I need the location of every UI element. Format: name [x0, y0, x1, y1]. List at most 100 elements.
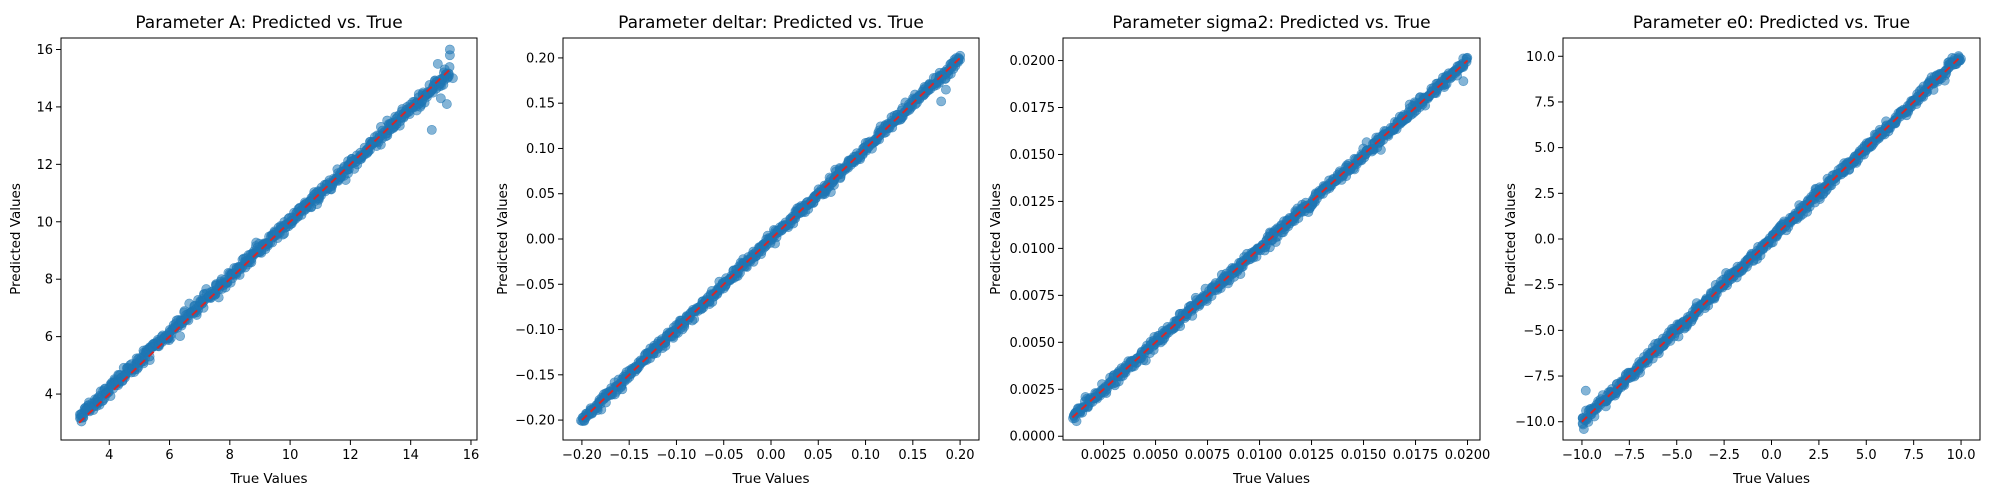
x-tick-label: 10: [282, 448, 299, 463]
x-tick-label: 12: [342, 448, 359, 463]
y-axis-label: Predicted Values: [988, 183, 1004, 295]
y-tick-label: −5.0: [1523, 324, 1555, 339]
y-tick-label: 8: [45, 273, 53, 288]
scatter-point-outlier: [435, 93, 446, 104]
x-tick-label: 14: [402, 448, 419, 463]
scatter-point: [1175, 321, 1186, 332]
x-tick-label: −0.15: [609, 448, 649, 463]
y-axis-label: Predicted Values: [8, 183, 24, 295]
y-tick-label: 0.20: [526, 51, 555, 66]
y-tick-label: 0.0150: [1010, 148, 1056, 163]
y-axis-label: Predicted Values: [495, 183, 511, 295]
y-tick-label: 16: [36, 43, 53, 58]
y-tick-label: 0.10: [526, 142, 555, 157]
x-tick-label: −2.5: [1708, 448, 1740, 463]
scatter-point: [1461, 53, 1472, 64]
scatter-point: [955, 50, 965, 61]
x-tick-label: 8: [226, 448, 234, 463]
x-tick-label: 10.0: [1947, 448, 1976, 463]
scatter-series: [74, 44, 458, 427]
y-tick-label: 14: [36, 100, 53, 115]
x-tick-label: 0.0100: [1237, 448, 1283, 463]
x-tick-label: 0.0150: [1341, 448, 1387, 463]
chart-panel-1: Parameter A: Predicted vs. True 4 6 8 10 12 14…: [8, 13, 479, 487]
chart-panel-4: Parameter e0: Predicted vs. True −10.0 −7.…: [1503, 13, 1981, 487]
x-tick-label: 0.0075: [1185, 448, 1231, 463]
y-tick-label: 0.0: [1534, 233, 1555, 248]
scatter-point-outlier: [1580, 385, 1591, 396]
x-tick-label: −7.5: [1614, 448, 1646, 463]
ideal-line: [1581, 55, 1962, 423]
y-tick-label: 5.0: [1534, 141, 1555, 156]
y-tick-label: 0.0200: [1010, 54, 1056, 69]
x-tick-label: 0.0: [1761, 448, 1782, 463]
scatter-series: [1577, 51, 1966, 434]
x-tick-label: 0.20: [946, 448, 975, 463]
scatter-point-outlier: [1578, 424, 1589, 434]
y-tick-label: −2.5: [1523, 278, 1555, 293]
x-tick-label: 7.5: [1903, 448, 1924, 463]
scatter-point: [596, 404, 607, 415]
scatter-point-outlier: [447, 73, 458, 84]
x-tick-label: 4: [105, 448, 113, 463]
scatter-point-outlier: [931, 80, 942, 90]
scatter-point: [1956, 54, 1966, 64]
x-axis-label: True Values: [229, 471, 307, 487]
axes-frame: [1062, 37, 1481, 441]
y-tick-label: 10: [36, 215, 53, 230]
chart-title: Parameter A: Predicted vs. True: [135, 13, 402, 33]
y-tick-label: 4: [45, 388, 53, 403]
x-tick-label: −10.0: [1562, 448, 1602, 463]
y-tick-label: −0.05: [515, 278, 555, 293]
y-tick-label: 0.0025: [1010, 383, 1056, 398]
x-tick-label: −0.10: [657, 448, 697, 463]
scatter-point-outlier: [438, 67, 449, 78]
scatter-series: [1068, 52, 1473, 427]
x-axis-label: True Values: [731, 471, 809, 487]
y-axis-label: Predicted Values: [1503, 183, 1519, 295]
y-tick-label: 10.0: [1526, 50, 1555, 65]
scatter-point-outlier: [426, 124, 437, 135]
chart-title: Parameter sigma2: Predicted vs. True: [1112, 13, 1430, 33]
y-tick-label: 0.0075: [1010, 289, 1056, 304]
chart-panel-3: Parameter sigma2: Predicted vs. True 0.00…: [988, 13, 1490, 487]
x-tick-label: −0.05: [704, 448, 744, 463]
chart-panel-2: Parameter deltar: Predicted vs. True −0.2…: [495, 13, 980, 487]
y-tick-label: 0.00: [526, 233, 555, 248]
x-tick-label: −5.0: [1661, 448, 1693, 463]
y-tick-label: −0.10: [515, 323, 555, 338]
y-tick-label: 0.0000: [1010, 430, 1056, 445]
x-tick-label: 2.5: [1809, 448, 1830, 463]
x-axis-label: True Values: [1732, 471, 1810, 487]
ideal-line: [78, 68, 451, 424]
ideal-line: [1071, 59, 1469, 419]
y-tick-label: −7.5: [1523, 370, 1555, 385]
scatter-point-outlier: [941, 84, 951, 95]
x-tick-label: 16: [463, 448, 480, 463]
scatter-point-outlier: [1458, 76, 1469, 87]
x-tick-label: 0.10: [851, 448, 880, 463]
scatter-point-outlier: [936, 96, 947, 107]
x-tick-label: 0.0125: [1289, 448, 1335, 463]
x-tick-label: −0.20: [562, 448, 602, 463]
y-tick-label: 12: [36, 158, 53, 173]
axes-frame: [60, 37, 478, 441]
x-tick-label: 0.00: [757, 448, 786, 463]
x-tick-label: 0.0175: [1393, 448, 1439, 463]
y-tick-label: 0.05: [526, 187, 555, 202]
x-tick-label: 0.0050: [1133, 448, 1179, 463]
y-tick-label: −0.15: [515, 368, 555, 383]
y-tick-label: 0.0125: [1010, 195, 1056, 210]
y-tick-label: 6: [45, 330, 53, 345]
y-tick-label: 2.5: [1534, 187, 1555, 202]
x-tick-label: 6: [165, 448, 173, 463]
scatter-point: [175, 331, 186, 342]
scatter-point-outlier: [444, 44, 455, 55]
x-tick-label: 0.0025: [1081, 448, 1127, 463]
scatter-point-outlier: [429, 76, 440, 86]
chart-title: Parameter deltar: Predicted vs. True: [618, 13, 924, 33]
y-tick-label: 0.15: [526, 97, 555, 112]
x-tick-label: 0.05: [804, 448, 833, 463]
y-tick-label: −0.20: [515, 414, 555, 429]
